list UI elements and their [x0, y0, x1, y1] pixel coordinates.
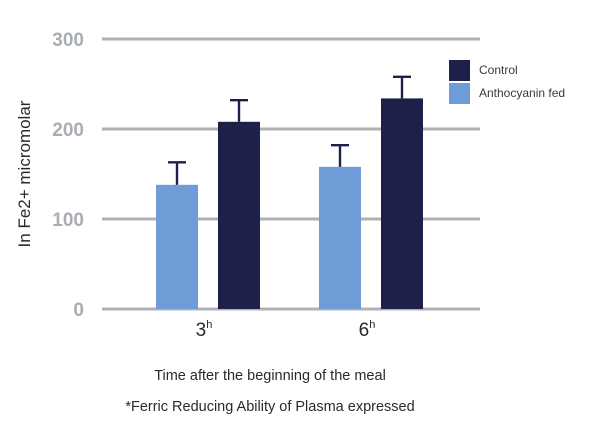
bar-anthocyanin-fed-3h — [156, 184, 198, 309]
bar-anthocyanin-fed-6h — [319, 166, 361, 309]
bar-control-6h — [381, 98, 423, 310]
legend-label: Control — [479, 63, 518, 77]
x-axis-categories: 3h 6h — [196, 319, 376, 341]
x-category-label: 3h — [196, 319, 213, 341]
footnote: *Ferric Reducing Ability of Plasma expre… — [125, 399, 415, 415]
bar-control-3h — [218, 121, 260, 309]
y-tick-label: 100 — [52, 210, 84, 231]
x-axis-label: Time after the beginning of the meal — [154, 368, 386, 384]
y-tick-label: 200 — [52, 120, 84, 141]
y-axis-label: In Fe2+ micromolar — [15, 100, 34, 247]
legend-swatch — [449, 60, 470, 81]
bars — [156, 75, 423, 310]
legend-swatch — [449, 83, 470, 104]
legend: Control Anthocyanin fed — [449, 60, 565, 104]
legend-label: Anthocyanin fed — [479, 86, 565, 100]
y-tick-label: 0 — [73, 300, 84, 321]
y-axis-ticks: 0 100 200 300 — [52, 30, 84, 321]
x-category-label: 6h — [359, 319, 376, 341]
y-tick-label: 300 — [52, 30, 84, 51]
